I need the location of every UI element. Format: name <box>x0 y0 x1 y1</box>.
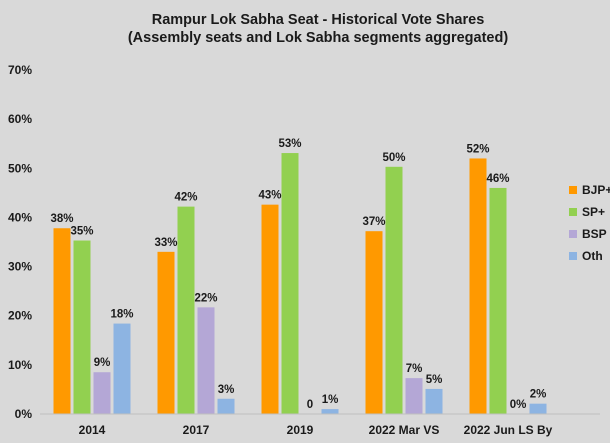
data-labels-group: 38%35%9%18%33%42%22%3%43%53%0 1%37%50%7%5… <box>50 138 546 411</box>
y-tick-label: 60% <box>8 112 32 126</box>
y-tick-label: 40% <box>8 210 32 224</box>
bar-data-label: 7% <box>406 363 423 375</box>
bar-bjp <box>53 228 71 414</box>
y-tick-label: 70% <box>8 63 32 77</box>
bar-bjp <box>469 158 487 414</box>
x-tick-label: 2017 <box>183 423 210 437</box>
bar-data-label: 5% <box>426 374 443 386</box>
bar-sp <box>177 206 195 414</box>
y-tick-label: 30% <box>8 260 32 274</box>
y-tick-label: 20% <box>8 309 32 323</box>
bar-data-label: 3% <box>218 384 235 396</box>
bar-data-label: 37% <box>362 216 385 228</box>
legend-swatch <box>569 230 577 238</box>
legend-swatch <box>569 186 577 194</box>
legend-label: BJP+ <box>582 183 610 197</box>
bar-data-label: 18% <box>110 309 133 321</box>
bar-data-label: 0% <box>510 399 527 411</box>
y-tick-label: 10% <box>8 358 32 372</box>
bar-data-label: 9% <box>94 357 111 369</box>
bar-data-label: 50% <box>382 152 405 164</box>
bar-bsp <box>405 378 423 414</box>
x-tick-label: 2019 <box>287 423 314 437</box>
bar-data-label: 38% <box>50 213 73 225</box>
bar-oth <box>217 398 235 414</box>
bar-sp <box>385 166 403 414</box>
chart-title: Rampur Lok Sabha Seat - Historical Vote … <box>152 12 485 28</box>
bar-data-label: 1% <box>322 394 339 406</box>
bar-data-label: 35% <box>70 226 93 238</box>
bar-oth <box>529 403 547 414</box>
bar-oth <box>113 323 131 414</box>
chart-subtitle: (Assembly seats and Lok Sabha segments a… <box>128 30 509 46</box>
bar-bsp <box>197 307 215 414</box>
x-tick-label: 2014 <box>79 423 106 437</box>
bar-data-label: 2% <box>530 389 547 401</box>
legend-label: SP+ <box>582 205 605 219</box>
bars-group <box>53 153 547 414</box>
legend-swatch <box>569 252 577 260</box>
y-axis: 0% 10% 20% 30% 40% 50% 60% 70% <box>8 63 32 421</box>
y-tick-label: 0% <box>15 407 33 421</box>
bar-data-label: 33% <box>154 237 177 249</box>
x-tick-label: 2022 Mar VS <box>369 423 440 437</box>
x-axis: 2014 2017 2019 2022 Mar VS 2022 Jun LS By <box>40 413 600 437</box>
bar-data-label: 43% <box>258 190 281 202</box>
bar-data-label: 22% <box>194 292 217 304</box>
bar-bjp <box>157 251 175 414</box>
bar-sp <box>489 187 507 414</box>
bar-data-label: 52% <box>466 143 489 155</box>
legend-swatch <box>569 208 577 216</box>
bar-bjp <box>261 204 279 414</box>
bar-data-label: 0 <box>307 399 313 411</box>
y-tick-label: 50% <box>8 161 32 175</box>
bar-bsp <box>93 372 111 414</box>
bar-oth <box>425 388 443 414</box>
bar-sp <box>281 153 299 414</box>
legend-label: Oth <box>582 249 603 263</box>
bar-sp <box>73 240 91 414</box>
bar-data-label: 53% <box>278 138 301 150</box>
bar-bjp <box>365 231 383 414</box>
x-tick-label: 2022 Jun LS By <box>464 423 553 437</box>
bar-data-label: 42% <box>174 192 197 204</box>
legend: BJP+ SP+ BSP Oth <box>569 183 610 263</box>
bar-oth <box>321 409 339 414</box>
legend-label: BSP <box>582 227 607 241</box>
bar-data-label: 46% <box>486 173 509 185</box>
